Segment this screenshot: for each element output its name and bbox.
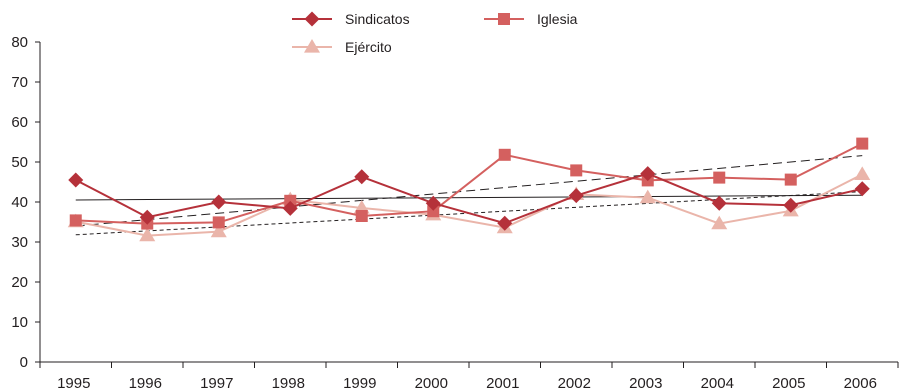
data-point-sindicatos: [568, 188, 584, 204]
series-line-ejrcito: [75, 173, 863, 237]
data-point-sindicatos: [711, 195, 727, 211]
legend-marker-sindicatos: [304, 11, 320, 27]
data-point-sindicatos: [640, 166, 656, 182]
data-point-iglesia: [69, 214, 82, 227]
x-tick-label: 1995: [57, 375, 90, 392]
series-sindicatos: [68, 166, 870, 231]
trendline-iglesia: [75, 155, 863, 227]
series-line-sindicatos: [75, 172, 863, 225]
y-tick-label: 40: [11, 194, 28, 211]
data-point-iglesia: [284, 194, 297, 207]
data-point-ejrcito: [139, 227, 156, 242]
x-tick-label: 2004: [701, 375, 734, 392]
data-point-iglesia: [784, 173, 797, 186]
y-tick-label: 20: [11, 274, 28, 291]
x-tick-label: 2005: [772, 375, 805, 392]
data-point-ejrcito: [210, 223, 227, 238]
data-point-sindicatos: [425, 195, 441, 211]
x-tick-label: 1998: [272, 375, 305, 392]
y-tick-label: 50: [11, 154, 28, 171]
data-point-iglesia: [856, 137, 869, 150]
y-tick-label: 30: [11, 234, 28, 251]
data-point-ejrcito: [854, 166, 871, 180]
data-point-iglesia: [427, 205, 440, 218]
legend-marker-iglesia: [498, 13, 510, 25]
trendline-sindicatos: [75, 194, 863, 201]
data-point-ejrcito: [711, 215, 728, 230]
data-point-sindicatos: [497, 215, 513, 231]
y-tick-label: 10: [11, 314, 28, 331]
series-group: [67, 137, 871, 242]
x-tick-label: 1999: [343, 375, 376, 392]
legend-marker-ejrcito: [304, 39, 320, 53]
legend-label-ejrcito: Ejército: [345, 39, 392, 55]
data-point-ejrcito: [639, 189, 656, 204]
legend-label-sindicatos: Sindicatos: [345, 11, 410, 27]
series-line-iglesia: [75, 142, 863, 225]
data-point-sindicatos: [354, 169, 370, 185]
legend-item-sindicatos: Sindicatos: [292, 11, 410, 27]
x-tick-label: 2000: [415, 375, 448, 392]
legend: Sindicatos Iglesia Ejército: [292, 11, 578, 55]
data-point-iglesia: [570, 164, 583, 177]
data-point-iglesia: [355, 210, 368, 222]
data-point-sindicatos: [783, 197, 799, 213]
x-tick-label: 2001: [486, 375, 519, 392]
data-point-sindicatos: [854, 181, 870, 197]
x-tick-label: 1996: [129, 375, 162, 392]
legend-item-ejrcito: Ejército: [292, 39, 392, 55]
data-point-sindicatos: [211, 194, 227, 210]
x-tick-label: 1997: [200, 375, 233, 392]
data-point-sindicatos: [139, 209, 155, 225]
y-tick-label: 60: [11, 114, 28, 131]
legend-label-iglesia: Iglesia: [537, 11, 578, 27]
data-point-iglesia: [713, 171, 726, 184]
axes: 0 10 20 30 40 50 60 70 80 1995 1996 1997 1998 1999 200…: [11, 34, 899, 392]
data-point-sindicatos: [68, 172, 84, 188]
legend-item-iglesia: Iglesia: [484, 11, 578, 27]
data-point-sindicatos: [282, 200, 298, 216]
x-tick-label: 2006: [844, 375, 877, 392]
data-point-iglesia: [212, 216, 225, 229]
y-tick-label: 70: [11, 74, 28, 91]
x-tick-label: 2003: [629, 375, 662, 392]
x-tick-label: 2002: [558, 375, 591, 392]
data-point-iglesia: [498, 148, 511, 161]
y-tick-label: 0: [20, 354, 28, 371]
y-tick-label: 80: [11, 34, 28, 51]
